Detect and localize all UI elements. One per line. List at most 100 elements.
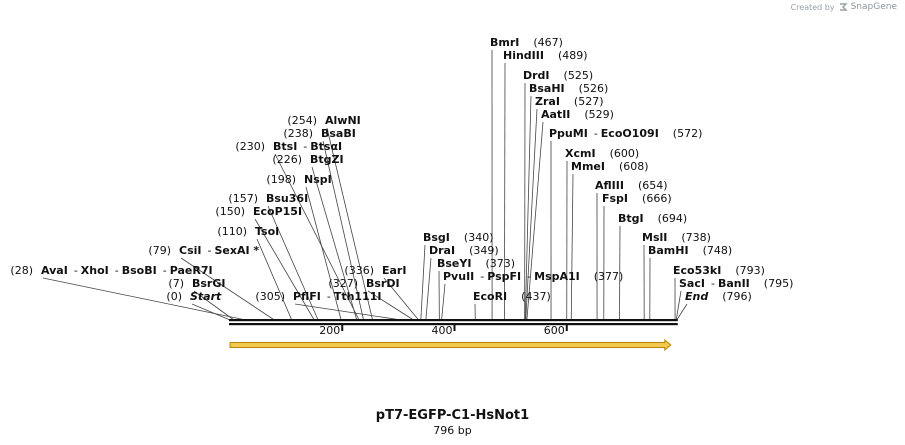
site-label-bsu36i[interactable]: Bsu36I (157)	[228, 192, 308, 205]
site-separator: -	[207, 244, 211, 257]
site-position: (600)	[610, 147, 640, 160]
site-connector-drai	[425, 257, 432, 321]
feature-arrow[interactable]	[229, 338, 672, 352]
site-label-avai[interactable]: AvaI - XhoI - BsoBI - PaeR7I(28)	[10, 264, 212, 277]
site-position: (437)	[521, 290, 551, 303]
enzyme-name: SacI	[679, 277, 705, 290]
enzyme-name: NspI	[304, 173, 332, 186]
site-position: (340)	[464, 231, 494, 244]
site-position: (28)	[10, 264, 33, 277]
site-label-zrai[interactable]: ZraI (527)	[535, 95, 604, 108]
site-label-btsi[interactable]: BtsI - BtsαI (230)	[235, 140, 342, 153]
site-position: (666)	[642, 192, 672, 205]
site-position: (373)	[485, 257, 515, 270]
site-connector-tsoi	[256, 238, 293, 321]
site-label-start[interactable]: Start (0)	[166, 290, 222, 303]
site-position: (305)	[255, 290, 285, 303]
tick-label: 200	[319, 324, 340, 337]
site-label-pflfi[interactable]: PflFI - Tth111I (305)	[255, 290, 381, 303]
site-position: (467)	[533, 36, 563, 49]
enzyme-name: DrdI	[523, 69, 550, 82]
site-label-mmei[interactable]: MmeI (608)	[571, 160, 649, 173]
site-label-pvuii[interactable]: PvuII - PspFI - MspA1I (377)	[443, 270, 623, 283]
site-connector-zrai	[525, 108, 538, 321]
enzyme-name: Eco53kI	[673, 264, 721, 277]
backbone-top-strand	[229, 319, 678, 322]
site-label-btgzi[interactable]: BtgZI (226)	[272, 153, 343, 166]
site-label-ecop15i[interactable]: EcoP15I (150)	[215, 205, 302, 218]
enzyme-name: EcoRI	[473, 290, 507, 303]
enzyme-name: AlwNI	[325, 114, 361, 127]
enzyme-name: EcoP15I	[253, 205, 302, 218]
site-connector-bsrgi	[193, 290, 235, 321]
site-label-ppumi[interactable]: PpuMI - EcoO109I (572)	[549, 127, 702, 140]
site-position: (489)	[558, 49, 588, 62]
enzyme-name: BtgI	[618, 212, 644, 225]
enzyme-name: XhoI	[81, 264, 109, 277]
enzyme-name: PvuII	[443, 270, 474, 283]
site-label-bseyi[interactable]: BseYI (373)	[437, 257, 515, 270]
site-position: (7)	[168, 277, 184, 290]
site-separator: -	[711, 277, 715, 290]
site-label-eco53ki[interactable]: Eco53kI (793)	[673, 264, 765, 277]
enzyme-name: PaeR7I	[170, 264, 213, 277]
feature-arrow-shape[interactable]	[229, 338, 672, 352]
site-label-bsahi[interactable]: BsaHI (526)	[529, 82, 608, 95]
site-connector-saci	[675, 290, 682, 321]
site-connector-end	[676, 303, 688, 321]
site-label-btgi[interactable]: BtgI (694)	[618, 212, 687, 225]
site-connector-bsrdi	[367, 290, 414, 321]
tick-label: 400	[432, 324, 453, 337]
enzyme-name: MmeI	[571, 160, 605, 173]
site-position: (793)	[735, 264, 765, 277]
site-label-afliii[interactable]: AflIII (654)	[595, 179, 668, 192]
site-label-fspi[interactable]: FspI (666)	[602, 192, 672, 205]
site-label-xcmi[interactable]: XcmI (600)	[565, 147, 639, 160]
snapgene-logo-icon	[839, 3, 848, 11]
site-connector-eari	[383, 277, 419, 321]
site-label-bsgi[interactable]: BsgI (340)	[423, 231, 494, 244]
site-label-bsrgi[interactable]: BsrGI (7)	[168, 277, 225, 290]
site-label-bmri[interactable]: BmrI (467)	[490, 36, 563, 49]
enzyme-name: EarI	[382, 264, 406, 277]
site-label-bsabi[interactable]: BsaBI (238)	[283, 127, 355, 140]
site-label-tsoi[interactable]: TsoI (110)	[217, 225, 279, 238]
enzyme-name: TsoI	[255, 225, 279, 238]
site-position: (738)	[681, 231, 711, 244]
site-position: (608)	[619, 160, 649, 173]
site-label-bamhi[interactable]: BamHI (748)	[648, 244, 732, 257]
site-label-msli[interactable]: MslI (738)	[642, 231, 711, 244]
enzyme-name: Bsu36I	[266, 192, 308, 205]
site-position: (796)	[722, 290, 752, 303]
enzyme-name: MspA1I	[534, 270, 580, 283]
site-label-drai[interactable]: DraI (349)	[429, 244, 499, 257]
site-label-end[interactable]: End (796)	[685, 290, 752, 303]
site-connector-mmei	[570, 173, 574, 321]
site-label-drdi[interactable]: DrdI (525)	[523, 69, 593, 82]
site-separator: -	[327, 290, 331, 303]
site-label-bsrdi[interactable]: BsrDI (327)	[328, 277, 399, 290]
site-label-hindiii[interactable]: HindIII (489)	[503, 49, 588, 62]
site-label-nspi[interactable]: NspI (198)	[266, 173, 331, 186]
site-position: (572)	[673, 127, 703, 140]
site-separator: -	[115, 264, 119, 277]
site-label-saci[interactable]: SacI - BanII (795)	[679, 277, 793, 290]
credit-brand: SnapGene	[850, 2, 897, 12]
site-label-alwni[interactable]: AlwNI (254)	[287, 114, 360, 127]
site-connector-alwni	[326, 127, 373, 321]
site-labels: Start(0)BsrGI(7)AvaI - XhoI - BsoBI - PaeR7I(2…	[10, 36, 793, 303]
site-label-ecori[interactable]: EcoRI (437)	[473, 290, 551, 303]
site-label-csii[interactable]: CsiI - SexAI * (79)	[148, 244, 259, 257]
enzyme-name: Tth111I	[334, 290, 382, 303]
site-position: (254)	[287, 114, 317, 127]
site-connector-csii	[180, 257, 275, 321]
enzyme-name: BsaBI	[321, 127, 356, 140]
site-position: (349)	[469, 244, 499, 257]
site-position: (226)	[272, 153, 302, 166]
enzyme-name: BanII	[718, 277, 750, 290]
site-separator: -	[74, 264, 78, 277]
enzyme-name: Start	[190, 290, 222, 303]
site-label-aatii[interactable]: AatII (529)	[541, 108, 614, 121]
site-label-eari[interactable]: EarI (336)	[344, 264, 406, 277]
site-separator: -	[527, 270, 531, 283]
